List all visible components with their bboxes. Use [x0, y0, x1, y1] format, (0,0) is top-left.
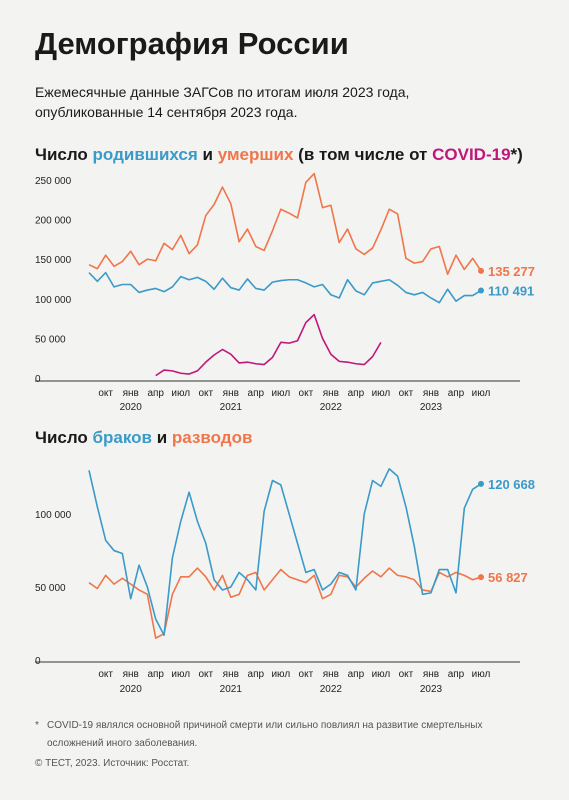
end-dot [478, 267, 484, 274]
x-tick-label: окт [299, 388, 314, 399]
y-tick-label: 50 000 [35, 334, 66, 345]
y-tick-label: 200 000 [35, 216, 72, 227]
footnote: COVID-19 являлся основной причиной смерт… [47, 720, 483, 731]
x-group-label: 2023 [420, 402, 443, 413]
title-part: Число [35, 428, 93, 447]
title-part: умерших [218, 145, 294, 164]
x-tick-label: июл [271, 388, 290, 399]
title-part: и [152, 428, 172, 447]
title-part: родившихся [93, 145, 198, 164]
source: © ТЕСТ, 2023. Источник: Росстат. [35, 758, 189, 769]
footnote-marker: * [35, 720, 39, 731]
chart-title: Число браков и разводов [35, 428, 252, 447]
x-tick-label: янв [123, 669, 139, 680]
x-tick-label: янв [423, 388, 439, 399]
x-tick-label: окт [98, 388, 113, 399]
y-tick-label: 100 000 [35, 295, 72, 306]
end-dot [478, 287, 484, 294]
x-tick-label: июл [372, 388, 391, 399]
x-tick-label: янв [223, 669, 239, 680]
value-label: 120 668 [488, 477, 535, 492]
value-label: 56 827 [488, 570, 528, 585]
subtitle: опубликованные 14 сентября 2023 года. [35, 104, 298, 120]
x-tick-label: июл [472, 669, 491, 680]
x-tick-label: янв [223, 388, 239, 399]
title-part: (в том числе от [293, 145, 432, 164]
y-tick-label: 100 000 [35, 510, 72, 521]
title-part: COVID-19 [432, 145, 510, 164]
x-tick-label: окт [198, 669, 213, 680]
x-tick-label: окт [399, 669, 414, 680]
x-tick-label: апр [448, 669, 465, 680]
x-tick-label: апр [147, 669, 164, 680]
x-tick-label: июл [472, 388, 491, 399]
series-line [88, 271, 482, 304]
x-tick-label: апр [248, 388, 265, 399]
x-group-label: 2021 [220, 684, 243, 695]
title-part: разводов [172, 428, 253, 447]
end-dot [478, 480, 484, 487]
x-tick-label: окт [399, 388, 414, 399]
x-tick-label: янв [323, 669, 339, 680]
subtitle: Ежемесячные данные ЗАГСов по итогам июля… [35, 84, 409, 100]
y-tick-label: 150 000 [35, 255, 72, 266]
series-line [88, 468, 482, 636]
y-tick-label: 0 [35, 374, 41, 385]
x-tick-label: окт [299, 669, 314, 680]
title-part: Число [35, 145, 93, 164]
end-dot [478, 574, 484, 581]
y-tick-label: 50 000 [35, 583, 66, 594]
value-label: 135 277 [488, 264, 535, 279]
x-group-label: 2021 [220, 402, 243, 413]
series-line [88, 172, 482, 276]
value-label: 110 491 [488, 283, 534, 298]
x-tick-label: янв [423, 669, 439, 680]
chart-title: Число родившихся и умерших (в том числе … [35, 145, 523, 164]
x-group-label: 2020 [120, 402, 143, 413]
x-tick-label: июл [171, 669, 190, 680]
title-part: *) [511, 145, 523, 164]
x-group-label: 2022 [320, 402, 343, 413]
x-tick-label: янв [323, 388, 339, 399]
series-line [155, 313, 382, 377]
x-tick-label: июл [171, 388, 190, 399]
x-tick-label: окт [198, 388, 213, 399]
x-tick-label: апр [448, 388, 465, 399]
x-tick-label: апр [348, 388, 365, 399]
page-title: Демография России [35, 26, 349, 61]
x-tick-label: окт [98, 669, 113, 680]
footnote: осложнений иного заболевания. [47, 737, 197, 749]
x-tick-label: апр [348, 669, 365, 680]
x-tick-label: апр [147, 388, 164, 399]
y-tick-label: 250 000 [35, 176, 72, 187]
x-tick-label: апр [248, 669, 265, 680]
x-tick-label: янв [123, 388, 139, 399]
x-tick-label: июл [271, 669, 290, 680]
title-part: и [198, 145, 218, 164]
x-group-label: 2023 [420, 684, 443, 695]
x-group-label: 2020 [120, 684, 143, 695]
x-tick-label: июл [372, 669, 391, 680]
x-group-label: 2022 [320, 684, 343, 695]
series-line [88, 567, 482, 639]
title-part: браков [93, 428, 152, 447]
